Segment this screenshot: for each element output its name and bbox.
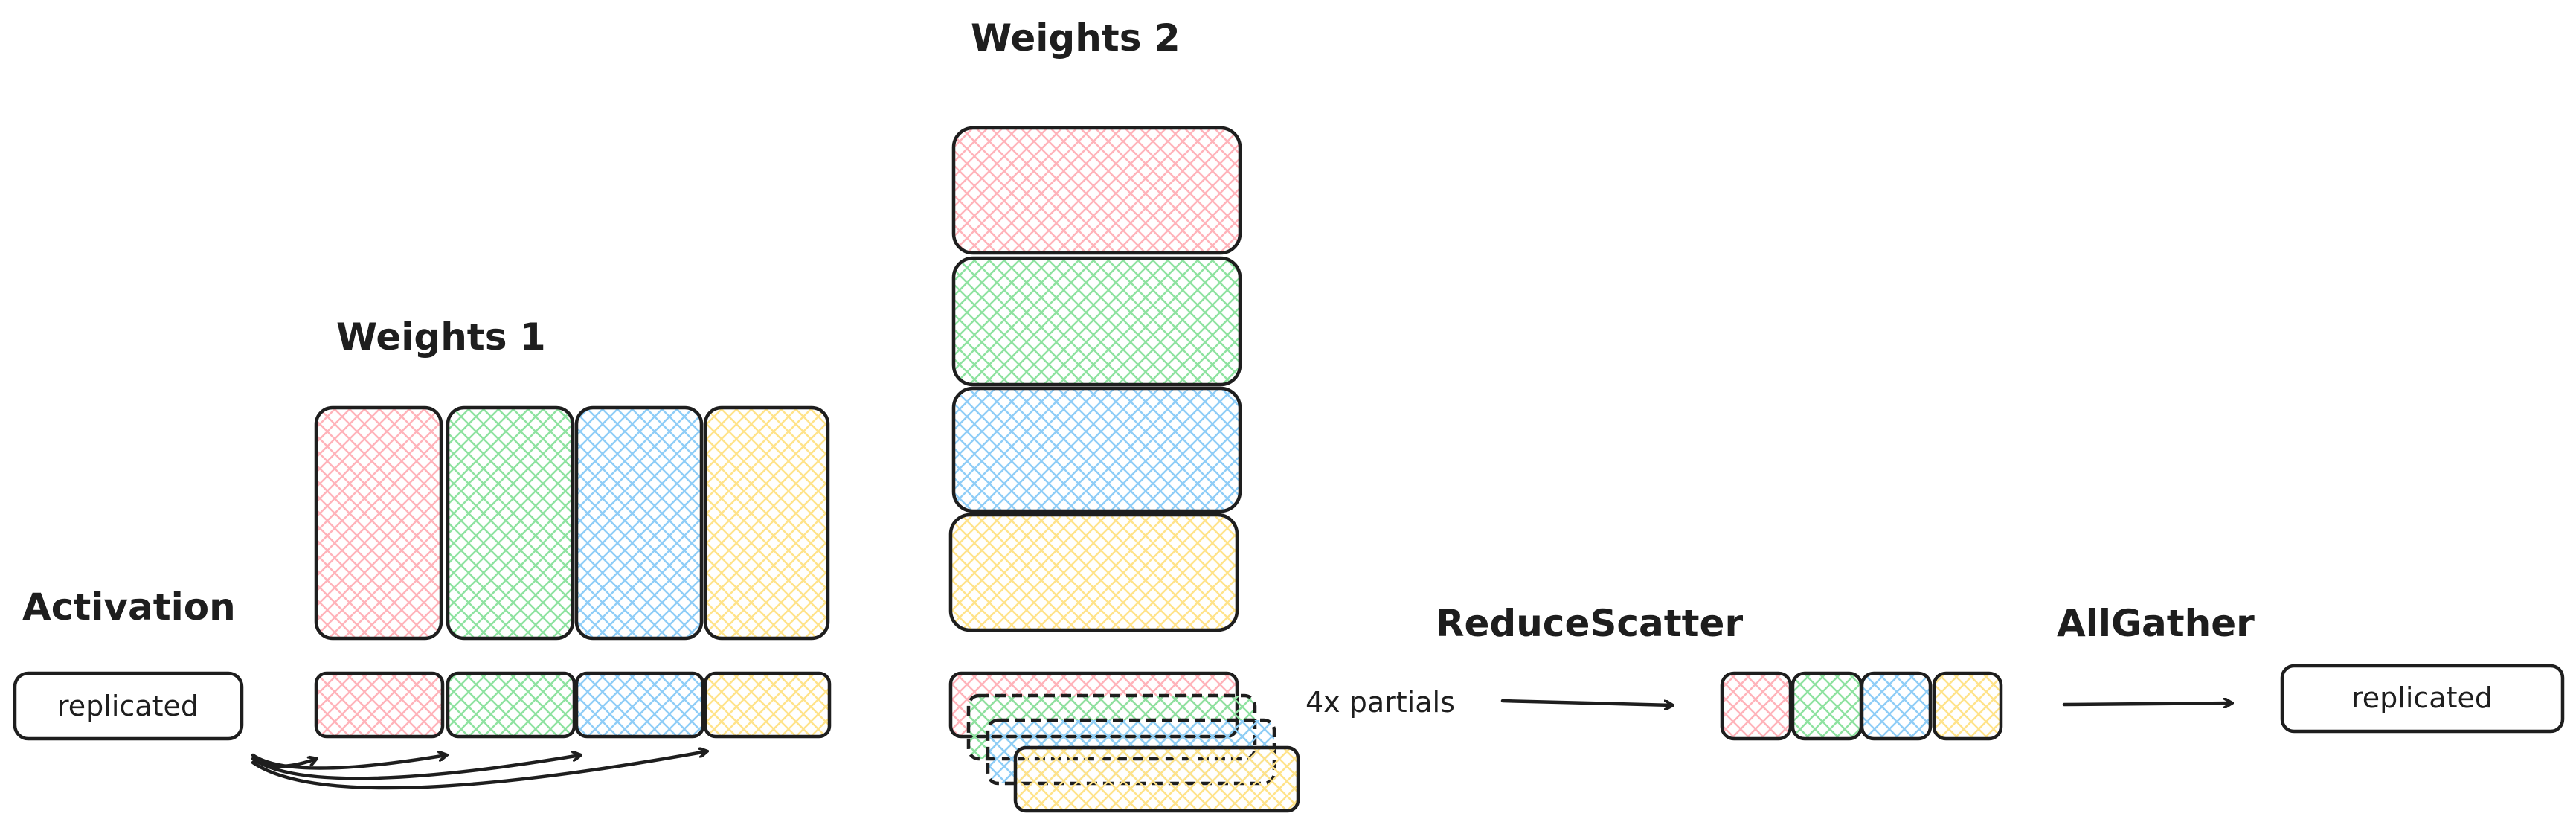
sharded-activation-2 [446, 671, 576, 739]
partials-stack [948, 671, 1300, 813]
weights-1-shard-4 [703, 405, 830, 641]
broadcast-arrow-2 [251, 755, 580, 780]
partials-label: 4x partials [1305, 686, 1455, 719]
sharded-activation-3 [574, 671, 705, 739]
sharded-activation-1 [314, 671, 445, 739]
broadcast-arrow-4 [251, 759, 316, 768]
partial-4 [1013, 745, 1300, 813]
sharded-activation [314, 671, 832, 739]
reduce-scatter-label: ReduceScatter [1436, 602, 1743, 645]
weights-2-matrix [948, 126, 1242, 632]
weights-1-shard-3 [574, 405, 704, 641]
replicated-output-text: replicated [2351, 681, 2493, 714]
weights-1-matrix [314, 405, 830, 641]
weights-1-shard-2 [446, 405, 575, 641]
reduced-shard-2 [1790, 671, 1863, 741]
all-gather-label: AllGather [2057, 602, 2255, 645]
reduced-shard-1 [1720, 671, 1793, 741]
weights-1-label: Weights 1 [336, 315, 546, 359]
weights-1-shard-1 [314, 405, 443, 641]
all-gather-arrow [2062, 703, 2232, 705]
reduce-scatter-arrow [1500, 699, 1672, 705]
activation-label: Activation [22, 585, 236, 629]
weights-2-shard-2 [951, 256, 1242, 387]
broadcast-arrow-1 [251, 755, 446, 770]
replicated-output: replicated [2280, 664, 2565, 734]
weights-2-shard-1 [951, 126, 1242, 255]
replicated-output-box [2280, 664, 2565, 734]
broadcast-arrows [251, 751, 707, 790]
sharded-activation-4 [703, 671, 832, 739]
broadcast-arrow-3 [251, 751, 707, 790]
activation-input-box [13, 671, 244, 741]
activation-input: replicated [13, 671, 244, 741]
reduced-shard-3 [1860, 671, 1933, 741]
reduced-shards [1720, 671, 2003, 741]
weights-2-shard-3 [951, 386, 1242, 513]
weights-2-label: Weights 2 [971, 16, 1181, 60]
reduced-shard-4 [1932, 671, 2003, 741]
weights-2-shard-4 [948, 513, 1239, 632]
activation-input-text: replicated [57, 690, 199, 722]
